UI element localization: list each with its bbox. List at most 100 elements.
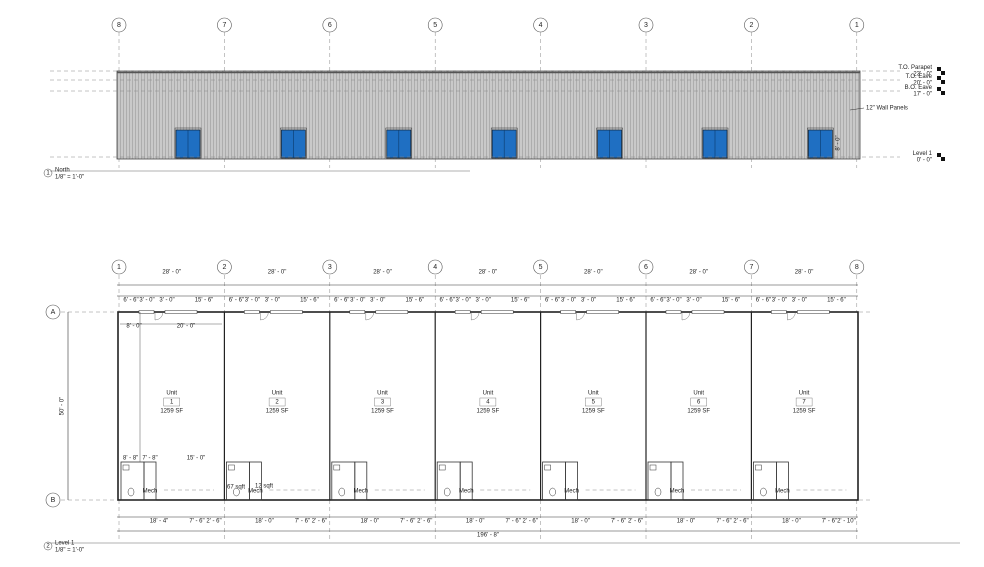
label: 6' - 6" xyxy=(545,298,560,304)
label: 6 xyxy=(644,264,648,271)
label: 2' - 6" xyxy=(312,519,327,525)
label: 6' - 6" xyxy=(756,298,771,304)
label: 4 xyxy=(539,22,543,29)
label: 20' - 0" xyxy=(913,81,932,87)
label: 7' - 6" xyxy=(506,519,521,525)
label: 2 xyxy=(749,22,753,29)
door-frame xyxy=(174,127,202,159)
door-swing xyxy=(576,311,585,321)
label: 3 xyxy=(644,22,648,29)
storefront xyxy=(665,310,682,314)
sink xyxy=(122,464,130,471)
grid-bubble xyxy=(849,259,865,275)
label: Mech xyxy=(143,489,158,495)
label: 3' - 0" xyxy=(581,298,596,304)
label: Unit xyxy=(272,391,283,397)
storefront xyxy=(771,310,787,314)
mech-room xyxy=(670,461,684,501)
restroom xyxy=(647,461,672,501)
label: 7' - 6" xyxy=(295,519,310,525)
grid-bubble xyxy=(427,259,443,275)
label: 28' - 0" xyxy=(689,270,708,276)
label: 18' - 0" xyxy=(360,519,379,525)
label: 1 xyxy=(117,264,121,271)
label: 1259 SF xyxy=(477,409,500,415)
toilet xyxy=(127,487,135,497)
label: 3 xyxy=(381,400,385,406)
label: 15' - 6" xyxy=(511,298,530,304)
label: Level 1 xyxy=(913,151,933,157)
unit-tag xyxy=(690,397,707,407)
unit-tag xyxy=(268,397,286,407)
toilet xyxy=(549,487,556,497)
label: 3' - 0" xyxy=(561,298,576,304)
label: 1259 SF xyxy=(160,409,183,415)
grid-bubble xyxy=(217,259,232,275)
label: 18' - 4" xyxy=(150,519,169,525)
storefront xyxy=(164,310,198,314)
level-marker xyxy=(937,76,945,84)
grid-bubble xyxy=(638,259,654,275)
label: 1259 SF xyxy=(371,409,394,415)
label: 7' - 6" xyxy=(611,519,626,525)
label: 28' - 0" xyxy=(584,270,603,276)
label: 3' - 0" xyxy=(159,298,174,304)
label: 67 sqft xyxy=(227,485,245,491)
sink xyxy=(544,464,551,471)
door-frame xyxy=(385,127,413,159)
label: 28' - 0" xyxy=(795,270,814,276)
restroom xyxy=(120,461,145,501)
label: 3' - 0" xyxy=(370,298,385,304)
label: 3' - 0" xyxy=(476,298,491,304)
label: 23' - 0" xyxy=(913,72,932,78)
door-swing xyxy=(260,311,269,321)
label: 1259 SF xyxy=(793,409,816,415)
label: B.O. Eave xyxy=(905,85,933,91)
label: 28' - 0" xyxy=(162,270,181,276)
door-swing xyxy=(365,311,374,321)
label: B xyxy=(51,497,56,504)
door-swing xyxy=(154,311,164,321)
label: 12" Wall Panels xyxy=(866,106,908,112)
door-frame xyxy=(280,127,307,159)
label: Mech xyxy=(459,489,474,495)
storefront xyxy=(691,310,725,314)
label: 7' - 8" xyxy=(142,456,157,462)
mech-room xyxy=(354,461,368,501)
label: 2' - 6" xyxy=(417,519,432,525)
label: 17' - 0" xyxy=(913,92,932,98)
mech-room xyxy=(776,461,789,501)
label: 3' - 0" xyxy=(792,298,807,304)
label: Mech xyxy=(775,489,790,495)
label: 15' - 6" xyxy=(616,298,635,304)
label: Unit xyxy=(377,391,388,397)
restroom xyxy=(331,461,356,501)
label: 7 xyxy=(222,22,226,29)
label: 18' - 0" xyxy=(255,519,274,525)
label: 15' - 0" xyxy=(187,456,206,462)
label: Mech xyxy=(564,489,579,495)
label: 1 xyxy=(170,400,174,406)
label: 20' - 0" xyxy=(177,324,196,330)
label: 28' - 0" xyxy=(373,270,392,276)
mech-room xyxy=(143,461,157,501)
label: 2' - 10" xyxy=(837,519,856,525)
label: 18' - 0" xyxy=(571,519,590,525)
label: 3' - 0" xyxy=(245,298,260,304)
door-frame xyxy=(807,127,834,159)
label: 0' - 0" xyxy=(917,158,932,164)
label: Level 1 xyxy=(55,541,75,547)
sink xyxy=(755,464,762,471)
unit-tag xyxy=(795,397,813,407)
label: Mech xyxy=(248,489,263,495)
sink xyxy=(228,464,235,471)
unit-tag xyxy=(374,397,391,407)
restroom xyxy=(225,461,250,501)
label: 12 sqft xyxy=(255,484,273,490)
label: 6 xyxy=(328,22,332,29)
label: 28' - 0" xyxy=(479,270,498,276)
label: T.O. Eave xyxy=(906,74,933,80)
label: 8 xyxy=(855,264,859,271)
label: 3' - 0" xyxy=(139,298,154,304)
